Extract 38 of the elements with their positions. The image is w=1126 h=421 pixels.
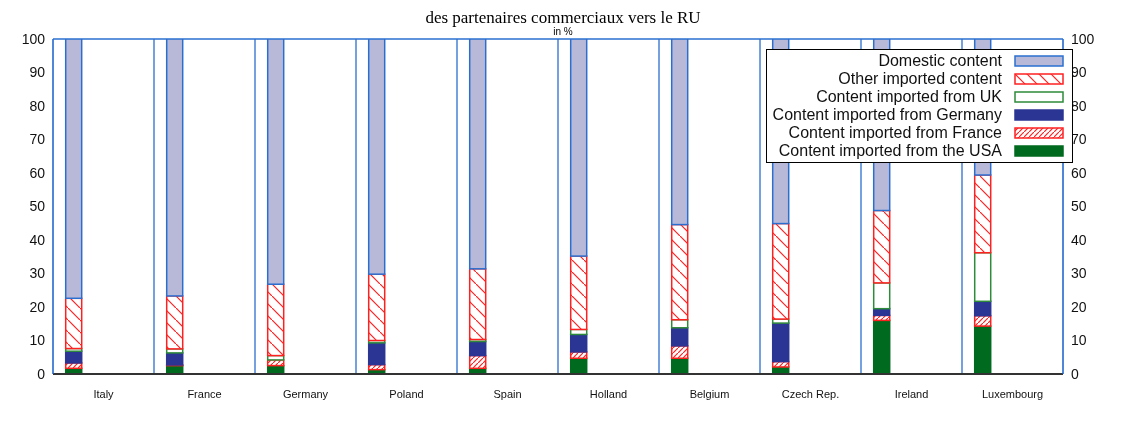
x-tick-label: Luxembourg: [981, 387, 1044, 400]
y-tick-label: 30: [29, 265, 46, 282]
x-tick-label: Ireland: [894, 387, 929, 400]
x-tick-label: Spain: [493, 387, 522, 400]
y2-tick-label: 40: [1071, 231, 1087, 248]
y-tick-label: 100: [21, 30, 46, 47]
y-tick-label: 50: [29, 198, 46, 215]
y-tick-label: 0: [37, 365, 46, 382]
y2-tick-label: 100: [1071, 30, 1095, 47]
y2-tick-label: 30: [1071, 265, 1087, 282]
legend-label: Content imported from France: [788, 124, 1002, 142]
chart-title: des partenaires commerciaux vers le RU: [424, 8, 702, 27]
y-tick-label: 90: [29, 64, 46, 81]
y2-tick-label: 10: [1071, 332, 1087, 349]
y-tick-label: 80: [29, 97, 46, 114]
y2-tick-label: 50: [1071, 198, 1087, 215]
legend-label: Other imported content: [838, 70, 1002, 88]
y2-tick-label: 20: [1071, 298, 1087, 315]
legend-label: Domestic content: [878, 52, 1002, 70]
x-tick-label: Italy: [93, 387, 115, 400]
y-tick-label: 20: [29, 298, 46, 315]
x-tick-label: Holland: [589, 387, 628, 400]
legend-label: Content imported from the USA: [778, 142, 1002, 160]
y2-tick-label: 0: [1071, 365, 1079, 382]
legend-label: Content imported from UK: [816, 88, 1002, 106]
legend-label: Content imported from Germany: [772, 106, 1002, 124]
x-tick-label: France: [187, 387, 222, 400]
chart-subtitle: in %: [553, 26, 573, 37]
y2-tick-label: 70: [1071, 131, 1087, 148]
y-tick-label: 10: [29, 332, 46, 349]
x-tick-label: Germany: [282, 387, 329, 400]
y-tick-label: 60: [29, 164, 46, 181]
y2-tick-label: 60: [1071, 164, 1087, 181]
x-tick-label: Czech Rep.: [781, 387, 840, 400]
x-tick-label: Poland: [389, 387, 424, 400]
y-tick-label: 70: [29, 131, 46, 148]
x-tick-label: Belgium: [689, 387, 730, 400]
y-tick-label: 40: [29, 231, 46, 248]
